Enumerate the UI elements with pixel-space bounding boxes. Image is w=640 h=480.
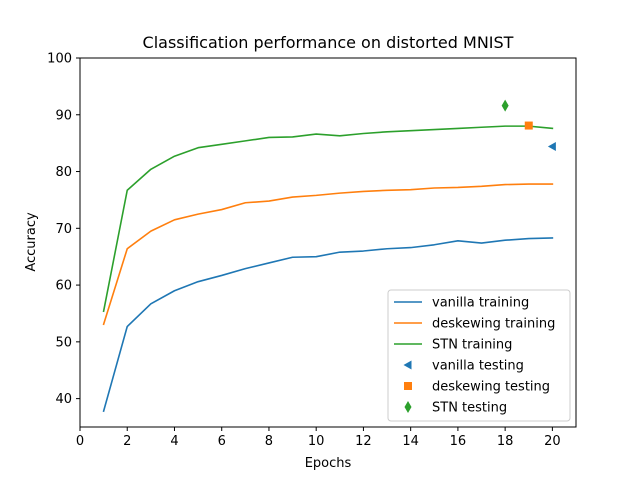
x-tick-label: 20 [544,434,561,449]
legend-swatch-vanilla-testing [403,360,412,370]
chart-title: Classification performance on distorted … [143,33,514,52]
y-tick-label: 40 [55,392,72,407]
x-tick-label: 14 [402,434,419,449]
series-line-vanilla-training [102,237,554,413]
y-tick-label: 100 [47,52,72,67]
y-axis-label: Accuracy [24,212,39,272]
x-tick-label: 16 [450,434,467,449]
x-tick-label: 2 [123,434,131,449]
x-tick-label: 6 [218,434,226,449]
legend-swatch-STN-testing [404,401,412,413]
plot-area [79,57,577,428]
x-tick-label: 0 [76,434,84,449]
legend: vanilla training deskewing training STN tr… [387,289,571,422]
legend-label-vanilla-training: vanilla training [432,296,529,311]
data-point-vanilla-testing [547,142,556,152]
y-tick-label: 50 [55,335,72,350]
x-tick-label: 10 [308,434,325,449]
y-axis: 40 50 60 70 80 90 100 [47,52,80,407]
legend-swatch-deskewing-testing [404,382,412,390]
legend-label-vanilla-testing: vanilla testing [432,359,524,374]
data-point-STN-testing [501,99,509,112]
data-point-deskewing-testing [524,121,533,130]
y-tick-label: 80 [55,165,72,180]
legend-label-deskewing-testing: deskewing testing [432,380,550,395]
plot-frame [79,57,577,428]
x-tick-label: 8 [265,434,273,449]
series-line-deskewing-training [102,183,554,326]
legend-label-STN-testing: STN testing [432,401,507,416]
x-tick-label: 18 [497,434,514,449]
y-tick-label: 60 [55,279,72,294]
x-tick-label: 12 [355,434,372,449]
legend-label-STN-training: STN training [432,338,512,353]
y-tick-label: 90 [55,108,72,123]
series-line-STN-training [102,125,554,313]
series-layer [102,99,556,413]
x-axis-label: Epochs [305,456,352,471]
legend-label-deskewing-training: deskewing training [432,317,555,332]
x-axis: 0 2 4 6 8 10 12 14 16 18 20 [76,427,561,449]
legend-box [387,289,571,422]
y-tick-label: 70 [55,222,72,237]
x-tick-label: 4 [170,434,178,449]
